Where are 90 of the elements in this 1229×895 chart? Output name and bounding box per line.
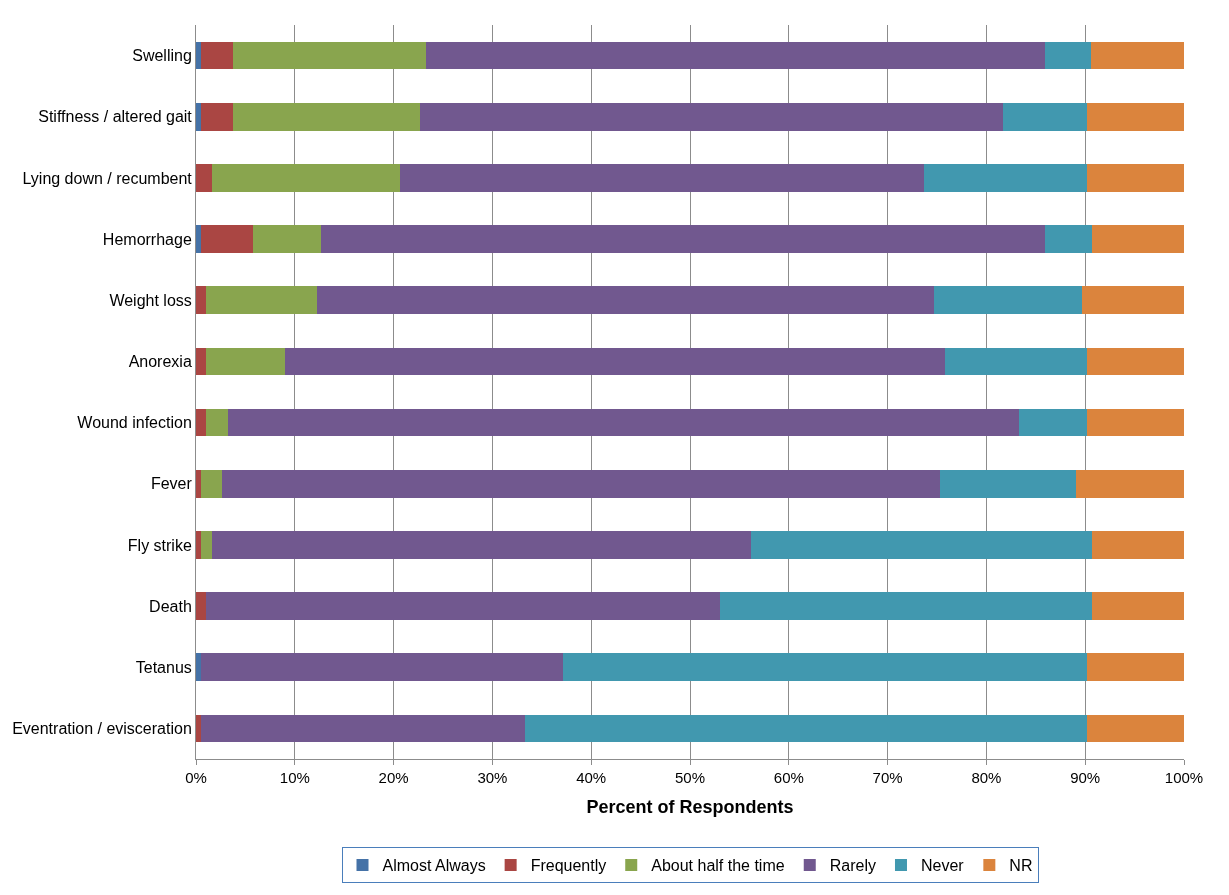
bar [196, 653, 201, 682]
bar [944, 347, 1088, 376]
x-tick-label: 80% [971, 769, 1002, 786]
bar [284, 347, 945, 376]
bar [205, 286, 317, 315]
legend-label: Never [920, 857, 965, 875]
x-tick-label: 40% [576, 769, 607, 786]
bar [420, 102, 1004, 131]
bar [211, 531, 752, 559]
x-tick-label: 20% [378, 769, 409, 786]
x-tick-label: 100% [1164, 769, 1204, 786]
bar [205, 592, 720, 620]
bar [211, 164, 400, 192]
y-tick-label: Weight loss [109, 291, 192, 309]
bar [253, 225, 322, 253]
bar [1087, 408, 1184, 437]
bar [1091, 41, 1184, 70]
bar [1087, 164, 1184, 192]
x-tick-label: 90% [1070, 769, 1101, 786]
bar [200, 653, 563, 682]
bar [399, 164, 925, 192]
bar [196, 286, 206, 315]
y-tick-label: Eventration / evisceration [12, 720, 192, 738]
x-axis-title: Percent of Respondents [586, 797, 794, 818]
bar [227, 408, 1019, 437]
bar [1092, 531, 1184, 559]
bar [196, 102, 201, 131]
bar [196, 714, 201, 743]
bar [200, 469, 222, 498]
bar [1076, 469, 1184, 498]
bar [1087, 347, 1184, 376]
bar [200, 531, 212, 559]
bar [205, 408, 228, 437]
y-tick-label: Death [149, 597, 192, 615]
x-tick-label: 60% [773, 769, 804, 786]
x-tick-label: 0% [185, 769, 207, 786]
bar [924, 164, 1088, 192]
bar [1087, 102, 1184, 131]
bar [1019, 408, 1088, 437]
bar [1082, 286, 1184, 315]
y-tick-label: Fly strike [127, 536, 192, 554]
legend-label: NR [1009, 857, 1033, 875]
bar [525, 714, 1088, 743]
legend-label: Frequently [530, 857, 607, 875]
bar [1092, 592, 1184, 620]
y-tick-label: Tetanus [135, 658, 192, 676]
bar [196, 225, 201, 253]
bar [562, 653, 1088, 682]
bar [1003, 102, 1088, 131]
y-tick-label: Anorexia [128, 353, 192, 371]
bar [200, 41, 233, 70]
x-tick-label: 10% [279, 769, 310, 786]
bar [196, 408, 206, 437]
x-tick-label: 70% [872, 769, 903, 786]
bar [200, 225, 254, 253]
bar [934, 286, 1083, 315]
bar [426, 41, 1045, 70]
bar [321, 225, 1045, 253]
bar [232, 41, 427, 70]
bar [196, 347, 206, 376]
y-tick-label: Lying down / recumbent [22, 169, 193, 187]
bar [196, 531, 201, 559]
legend-label: About half the time [651, 857, 785, 875]
bar [200, 102, 233, 131]
bar [196, 164, 212, 192]
legend-label: Rarely [829, 857, 876, 875]
y-tick-label: Wound infection [77, 414, 192, 432]
y-tick-label: Stiffness / altered gait [38, 108, 193, 126]
bar [196, 41, 201, 70]
y-tick-label: Fever [150, 475, 193, 493]
bar [1092, 225, 1184, 253]
bar [939, 469, 1077, 498]
bar [232, 102, 421, 131]
bar [316, 286, 935, 315]
bar [221, 469, 940, 498]
bar [1044, 41, 1092, 70]
bar [196, 469, 201, 498]
bar [1087, 653, 1184, 682]
bar [1087, 714, 1184, 743]
bar [205, 347, 285, 376]
bar [719, 592, 1093, 620]
bar [196, 592, 206, 620]
legend-label: Almost Always [382, 857, 486, 875]
x-tick-label: 30% [477, 769, 508, 786]
bar [751, 531, 1093, 559]
y-tick-label: Hemorrhage [102, 230, 192, 248]
bar [200, 714, 525, 743]
bar [1044, 225, 1093, 253]
y-tick-label: Swelling [132, 47, 192, 65]
x-tick-label: 50% [674, 769, 706, 786]
